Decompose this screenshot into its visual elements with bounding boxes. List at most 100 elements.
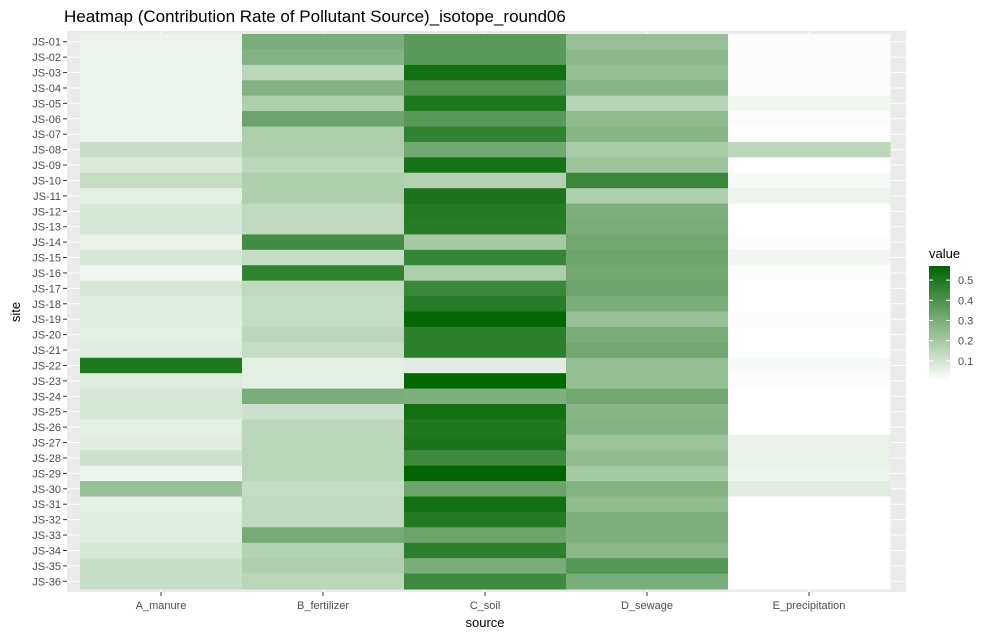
heatmap-cell (80, 465, 243, 482)
heatmap-cell (566, 373, 729, 390)
y-tick-label: JS-36 (32, 576, 61, 588)
heatmap-cell (728, 419, 891, 436)
heatmap-cell (404, 280, 567, 297)
heatmap-cell (80, 157, 243, 174)
y-tick-label: JS-24 (32, 391, 61, 403)
heatmap-cell (728, 249, 891, 266)
heatmap-cell (242, 311, 405, 328)
y-tick-label: JS-05 (32, 98, 61, 110)
heatmap-cell (728, 465, 891, 482)
heatmap-cell (404, 357, 567, 374)
heatmap-cell (728, 141, 891, 158)
x-tick-label: C_soil (470, 600, 501, 612)
legend-colorbar (929, 266, 950, 381)
y-tick-label: JS-02 (32, 52, 61, 64)
heatmap-cell (404, 527, 567, 544)
heatmap-cell (404, 496, 567, 513)
heatmap-cell (566, 157, 729, 174)
heatmap-cell (566, 219, 729, 235)
heatmap-cell (728, 126, 891, 143)
heatmap-cell (728, 234, 891, 251)
heatmap-cell (728, 203, 891, 220)
heatmap-cell (728, 434, 891, 451)
heatmap-cell (566, 465, 729, 482)
heatmap-cell (566, 388, 729, 405)
y-tick-label: JS-19 (32, 314, 61, 326)
heatmap-cell (404, 404, 567, 420)
heatmap-cell (566, 527, 729, 544)
heatmap-cell (566, 342, 729, 359)
heatmap-cell (404, 49, 567, 66)
y-tick-label: JS-03 (32, 68, 61, 80)
heatmap-cell (566, 265, 729, 282)
heatmap-cell (242, 188, 405, 205)
heatmap-cell (242, 357, 405, 374)
heatmap-cell (80, 481, 243, 497)
heatmap-cell (242, 234, 405, 251)
heatmap-cell (728, 388, 891, 405)
heatmap-cell (242, 126, 405, 143)
heatmap-cell (242, 419, 405, 436)
heatmap-cell (80, 34, 243, 50)
y-tick-label: JS-31 (32, 499, 61, 511)
heatmap-cell (566, 111, 729, 127)
y-tick-label: JS-17 (32, 283, 61, 295)
heatmap-cell (80, 219, 243, 235)
heatmap-cell (728, 49, 891, 66)
heatmap-cell (566, 64, 729, 81)
heatmap-cells (80, 34, 891, 590)
heatmap-cell (728, 357, 891, 374)
heatmap-cell (728, 296, 891, 312)
heatmap-cell (566, 496, 729, 513)
heatmap-cell (566, 511, 729, 528)
heatmap-cell (242, 111, 405, 127)
y-tick-label: JS-01 (32, 37, 61, 49)
heatmap-cell (404, 203, 567, 220)
y-tick-label: JS-13 (32, 222, 61, 234)
heatmap-cell (566, 49, 729, 66)
heatmap-cell (80, 511, 243, 528)
heatmap-cell (728, 573, 891, 590)
heatmap-cell (242, 249, 405, 266)
heatmap-cell (728, 280, 891, 297)
heatmap-cell (404, 558, 567, 575)
legend-tick-label: 0.3 (958, 315, 973, 327)
heatmap-cell (80, 126, 243, 143)
legend-title: value (929, 246, 960, 261)
heatmap-cell (566, 172, 729, 189)
heatmap-cell (242, 496, 405, 513)
heatmap-cell (80, 249, 243, 266)
legend-tick-label: 0.5 (958, 275, 973, 287)
heatmap-cell (404, 234, 567, 251)
heatmap-cell (566, 481, 729, 497)
heatmap-cell (404, 111, 567, 127)
heatmap-cell (728, 80, 891, 97)
heatmap-cell (404, 80, 567, 97)
heatmap-cell (242, 342, 405, 359)
heatmap-cell (404, 157, 567, 174)
heatmap-cell (566, 357, 729, 374)
heatmap-cell (80, 357, 243, 374)
heatmap-cell (566, 558, 729, 575)
y-tick-label: JS-27 (32, 438, 61, 450)
heatmap-cell (566, 404, 729, 420)
heatmap-cell (728, 172, 891, 189)
heatmap-cell (404, 172, 567, 189)
heatmap-cell (404, 188, 567, 205)
heatmap-cell (80, 49, 243, 66)
heatmap-cell (80, 388, 243, 405)
heatmap-cell (728, 527, 891, 544)
heatmap-cell (728, 404, 891, 420)
heatmap-cell (728, 450, 891, 467)
chart-title: Heatmap (Contribution Rate of Pollutant … (64, 7, 566, 26)
x-axis-title: source (465, 615, 504, 630)
heatmap-cell (80, 296, 243, 312)
heatmap-cell (566, 542, 729, 559)
heatmap-cell (80, 172, 243, 189)
heatmap-cell (404, 573, 567, 590)
heatmap-cell (242, 542, 405, 559)
y-tick-label: JS-25 (32, 407, 61, 419)
y-tick-label: JS-14 (32, 237, 61, 249)
heatmap-cell (80, 496, 243, 513)
